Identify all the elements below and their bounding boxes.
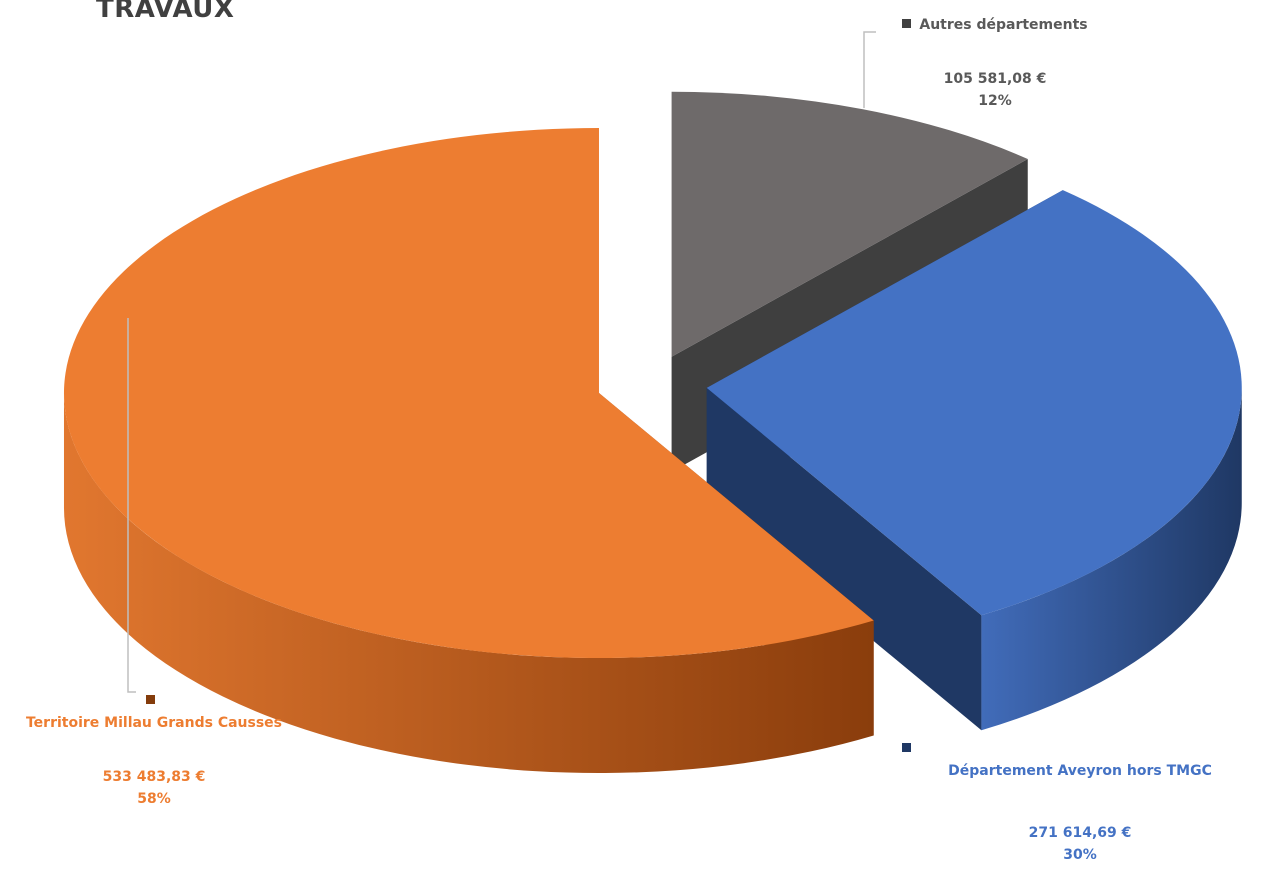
pie-slice-1	[706, 190, 1242, 731]
slice-cut-face-1-1	[706, 387, 982, 731]
legend-key-aveyron	[902, 743, 911, 752]
slice-side-1	[981, 387, 1242, 731]
slice-top-2	[63, 128, 874, 659]
legend-key-autres	[902, 19, 912, 28]
leader-line-0	[863, 31, 876, 108]
slice-label-autres: Autres départements 105 581,08 € 12%	[855, 14, 1135, 112]
legend-key-territoire	[145, 695, 155, 704]
slice-label-territoire: Territoire Millau Grands Causses 533 483…	[18, 690, 290, 810]
leader-line-1	[127, 318, 136, 693]
chart-title: TRAVAUX	[96, 0, 235, 24]
slice-top-1	[706, 190, 1242, 616]
pie-slice-2	[63, 128, 874, 774]
slice-side-2	[63, 393, 874, 774]
slice-label-aveyron: Département Aveyron hors TMGC 271 614,69…	[900, 738, 1260, 866]
slice-top-0	[671, 91, 1028, 357]
